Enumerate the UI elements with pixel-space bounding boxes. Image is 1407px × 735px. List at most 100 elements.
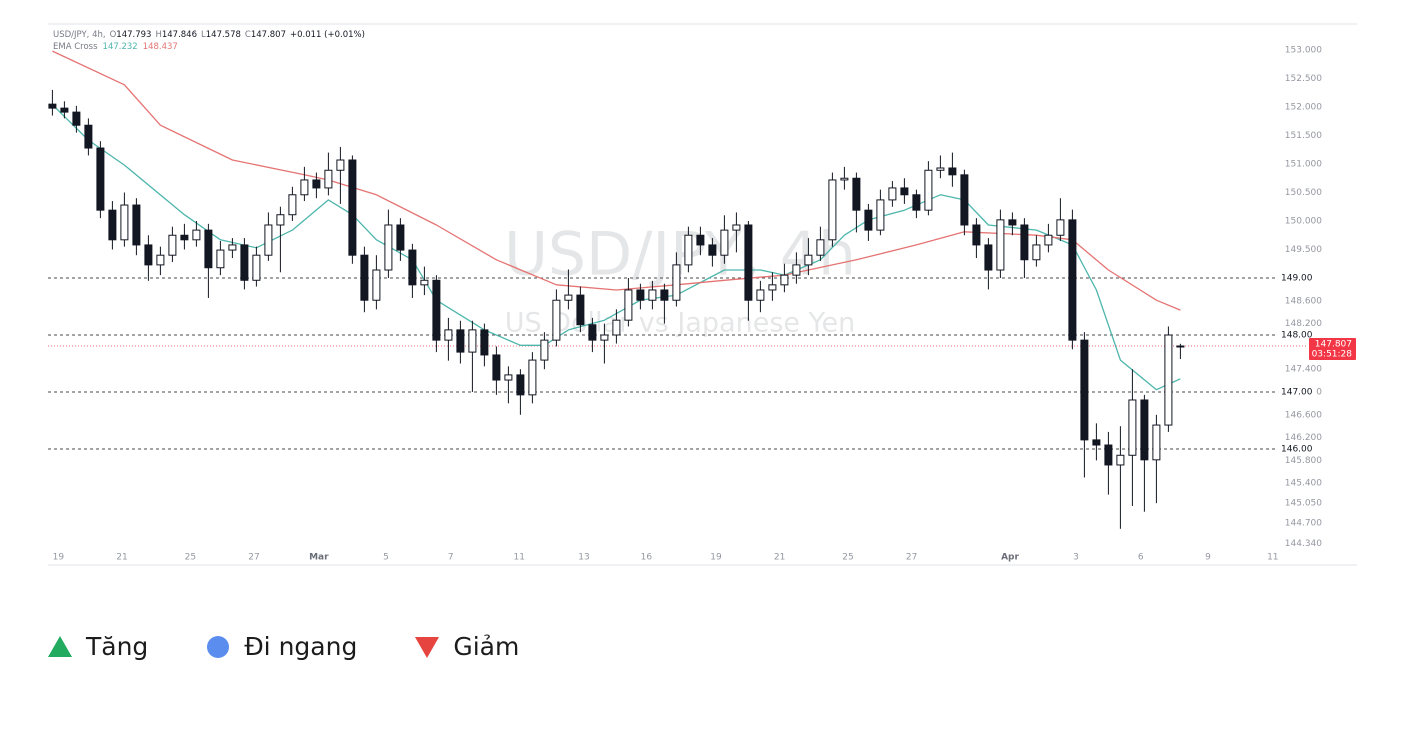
candle-body (816, 239, 825, 256)
candle-body (396, 224, 405, 251)
candle-body (636, 289, 645, 301)
candle-body (564, 294, 573, 301)
price-tag-countdown: 03:51:28 (1312, 350, 1353, 360)
candle-body (1056, 219, 1065, 236)
candle-body (720, 229, 729, 256)
change: +0.011 (+0.01%) (290, 30, 365, 40)
candle-body (708, 244, 717, 256)
y-tick-label: 152.500 (1285, 74, 1322, 84)
y-tick-label: 146.200 (1285, 433, 1322, 443)
y-tick-label: 146.600 (1285, 410, 1322, 420)
x-tick-label: 3 (1073, 553, 1079, 563)
candle-body (48, 103, 57, 109)
y-tick-label: 151.000 (1285, 159, 1322, 169)
legend-label: Đi ngang (244, 632, 358, 661)
candle-body (624, 289, 633, 321)
candle-body (192, 229, 201, 241)
y-tick-label: 145.400 (1285, 479, 1322, 489)
x-tick-label: 25 (842, 553, 853, 563)
level-label: 146.00 (1281, 445, 1313, 455)
candle-body (468, 329, 477, 353)
candle-body (840, 177, 849, 181)
x-tick-label: 27 (248, 553, 259, 563)
ema-line (52, 50, 1181, 311)
candle-body (576, 294, 585, 326)
candle-body (744, 224, 753, 301)
ohlc-prefix: O (110, 30, 117, 40)
candle-body (540, 339, 549, 361)
candle-body (1128, 399, 1137, 456)
x-tick-label: 6 (1138, 553, 1144, 563)
y-tick-label: 145.800 (1285, 456, 1322, 466)
candle-body (252, 254, 261, 281)
ohlc-prefix: L (201, 30, 206, 40)
y-tick-label: 152.000 (1285, 102, 1322, 112)
candle-body (420, 279, 429, 286)
candle-body (1164, 334, 1173, 426)
ohlc-value: 147.807 (251, 30, 286, 40)
level-label: 149.00 (1281, 273, 1313, 283)
x-tick-label: 21 (774, 553, 785, 563)
x-tick-label: 25 (185, 553, 196, 563)
x-tick-label: Mar (309, 553, 329, 563)
legend-shape (48, 635, 72, 657)
candle-body (732, 224, 741, 231)
candle-body (144, 244, 153, 266)
candle-body (480, 329, 489, 356)
header-indicator: EMA Cross 147.232 148.437 (53, 42, 178, 52)
candle-body (1092, 439, 1101, 446)
candle-body (168, 234, 177, 256)
ohlc-value: 147.578 (206, 30, 241, 40)
candle-body (276, 214, 285, 226)
candle-body (408, 249, 417, 286)
candle-body (600, 334, 609, 341)
legend-item: Đi ngang (206, 632, 357, 661)
legend-icon (48, 635, 72, 657)
level-label: 148.00 (1281, 330, 1313, 340)
candle-body (768, 284, 777, 291)
candle-body (1032, 244, 1041, 261)
symbol: USD/JPY, 4h, (53, 30, 106, 40)
candle-body (972, 224, 981, 246)
candle-body (108, 209, 117, 241)
candle-body (300, 179, 309, 196)
x-tick-label: 19 (53, 553, 65, 563)
level-label-bg (1278, 443, 1316, 456)
candle-body (660, 289, 669, 301)
candle-body (156, 254, 165, 266)
candle-body (528, 359, 537, 396)
candle-body (780, 274, 789, 286)
candle-body (372, 269, 381, 301)
candle-body (240, 244, 249, 281)
candle-body (432, 279, 441, 341)
legend-item: Giảm (415, 632, 519, 661)
candle-body (204, 229, 213, 269)
price-tag (1309, 338, 1356, 361)
level-label-bg (1278, 271, 1316, 284)
candle-body (264, 224, 273, 256)
candle-body (672, 264, 681, 301)
y-tick-label: 148.600 (1285, 296, 1322, 306)
x-tick-label: Apr (1001, 553, 1019, 563)
candle-body (828, 179, 837, 241)
chart: USD/JPY, 4h US Dollar vs Japanese Yen 15… (48, 23, 1357, 566)
legend-label: Tăng (86, 632, 149, 661)
y-tick-label: 153.000 (1285, 45, 1322, 55)
candle-body (948, 167, 957, 176)
price-tag-value: 147.807 (1315, 340, 1352, 350)
y-tick-label: 151.500 (1285, 131, 1322, 141)
candle-body (228, 244, 237, 251)
y-tick-label: 144.700 (1285, 519, 1322, 529)
candles (48, 89, 1185, 529)
candle-body (60, 107, 69, 113)
candle-body (996, 219, 1005, 271)
candle-body (912, 194, 921, 211)
ohlc-prefix: C (245, 30, 251, 40)
candle-body (336, 159, 345, 171)
candle-body (936, 167, 945, 171)
y-tick-label: 150.000 (1285, 216, 1322, 226)
candle-body (180, 234, 189, 241)
candle-body (792, 264, 801, 276)
candle-body (612, 319, 621, 336)
